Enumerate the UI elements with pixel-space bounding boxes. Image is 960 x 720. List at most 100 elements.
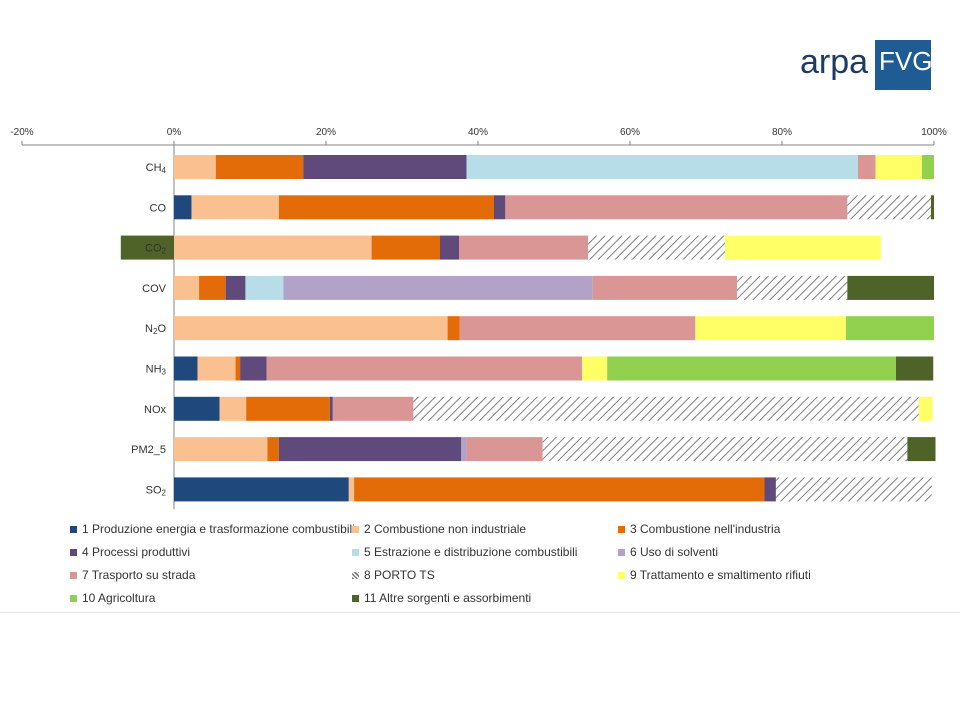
bar-segment: [847, 275, 934, 300]
legend-swatch: [70, 594, 77, 602]
legend-swatch: [70, 525, 77, 533]
bar-segment: [329, 396, 333, 421]
bar-segment: [354, 477, 765, 502]
stacked-bar-chart: -20% 0% 20% 40% 60% 80% 100% CH4 CO CO2 COV N2O NH3 N…: [10, 127, 947, 510]
bar-segment: [592, 275, 738, 300]
bar-segment: [197, 356, 236, 381]
legend-swatch: [70, 571, 77, 579]
bar-segment: [847, 195, 931, 220]
x-tick-label: 100%: [921, 127, 947, 138]
bar-segment: [348, 477, 355, 502]
legend-label: 10 Agricoltura: [82, 591, 156, 605]
bar-segment: [921, 155, 934, 179]
bar-segment: [858, 155, 876, 179]
bar-segment: [764, 477, 776, 502]
legend-swatch: [352, 571, 359, 579]
legend-label: 5 Estrazione e distribuzione combustibil…: [364, 545, 578, 559]
bar-segment: [875, 155, 922, 179]
bar-segment: [174, 235, 372, 260]
bar-segment: [371, 235, 440, 260]
legend-item: 2 Combustione non industriale: [352, 522, 526, 536]
bar-segment: [174, 396, 220, 421]
x-tick-label: 20%: [316, 127, 336, 138]
legend-label: 6 Uso di solventi: [630, 545, 719, 559]
legend-item: 11 Altre sorgenti e assorbimenti: [352, 591, 531, 605]
bar-segment: [896, 356, 934, 381]
legend-label: 4 Processi produttivi: [82, 545, 191, 559]
bar-segment: [278, 437, 462, 462]
bar-segment: [245, 275, 284, 300]
bar-segment: [930, 195, 934, 220]
bar-segment: [303, 155, 467, 179]
legend-swatch: [352, 548, 359, 556]
bar-segment: [447, 316, 460, 341]
bar-segment: [466, 155, 858, 179]
bar-segment: [215, 155, 304, 179]
bar-segment: [607, 356, 896, 381]
category-label: CH4: [146, 162, 167, 175]
bar-segment: [695, 316, 846, 341]
bar-segment: [737, 275, 848, 300]
bar-segment: [440, 235, 459, 260]
category-label: CO: [150, 202, 167, 214]
bar-segment: [459, 316, 696, 341]
bar-segment: [775, 477, 932, 502]
category-label: N2O: [145, 323, 166, 336]
bar-segment: [725, 235, 881, 260]
legend-label: 8 PORTO TS: [364, 568, 435, 582]
bar-segment: [493, 195, 506, 220]
legend-label: 3 Combustione nell'industria: [630, 522, 781, 536]
bar-segment: [466, 437, 543, 462]
bar-segment: [240, 356, 267, 381]
x-tick-label: 0%: [167, 127, 182, 138]
arpa-fvg-logo: ARPA FVG: [800, 40, 932, 92]
bar-segment: [174, 477, 349, 502]
bar-segment: [918, 396, 933, 421]
bar-segment: [278, 195, 494, 220]
legend-swatch: [618, 548, 625, 556]
category-label: NOx: [144, 404, 167, 416]
category-label: PM2_5: [131, 444, 166, 456]
bar-segment: [459, 235, 589, 260]
legend-item: 7 Trasporto su strada: [70, 568, 195, 582]
category-label: CO2: [145, 243, 167, 256]
category-label: NH3: [146, 364, 167, 377]
bar-segment: [283, 275, 593, 300]
legend-item: 8 PORTO TS: [352, 568, 435, 582]
bar-segment: [225, 275, 246, 300]
bar-segment: [191, 195, 279, 220]
legend-swatch: [352, 525, 359, 533]
legend-item: 3 Combustione nell'industria: [618, 522, 780, 536]
logo-box-text: FVG: [879, 46, 933, 76]
legend-label: 11 Altre sorgenti e assorbimenti: [364, 591, 532, 605]
bar-segment: [267, 437, 279, 462]
bar-segment: [174, 356, 198, 381]
category-label: COV: [142, 283, 167, 295]
bar-segment: [199, 275, 226, 300]
bar-segment: [174, 195, 192, 220]
x-tick-label: 40%: [468, 127, 488, 138]
legend-item: 6 Uso di solventi: [618, 545, 718, 559]
bar-segment: [413, 396, 919, 421]
legend-swatch: [352, 594, 359, 602]
divider: [0, 612, 960, 613]
bar-segment: [505, 195, 848, 220]
category-label: SO2: [146, 484, 167, 497]
x-tick-label: -20%: [10, 127, 33, 138]
bar-segment: [845, 316, 934, 341]
bar-segment: [332, 396, 414, 421]
legend-item: 10 Agricoltura: [70, 591, 155, 605]
logo-text: ARPA: [800, 43, 869, 81]
x-tick-label: 60%: [620, 127, 640, 138]
bar-segment: [542, 437, 908, 462]
bar-segment: [174, 316, 448, 341]
bar-segment: [219, 396, 247, 421]
bar-segment: [461, 437, 467, 462]
bar-segment: [266, 356, 583, 381]
legend-swatch: [618, 571, 625, 579]
legend-swatch: [70, 548, 77, 556]
legend-label: 9 Trattamento e smaltimento rifiuti: [630, 568, 811, 582]
legend-swatch: [618, 525, 625, 533]
bar-segment: [174, 275, 200, 300]
bar-segment: [174, 155, 216, 179]
